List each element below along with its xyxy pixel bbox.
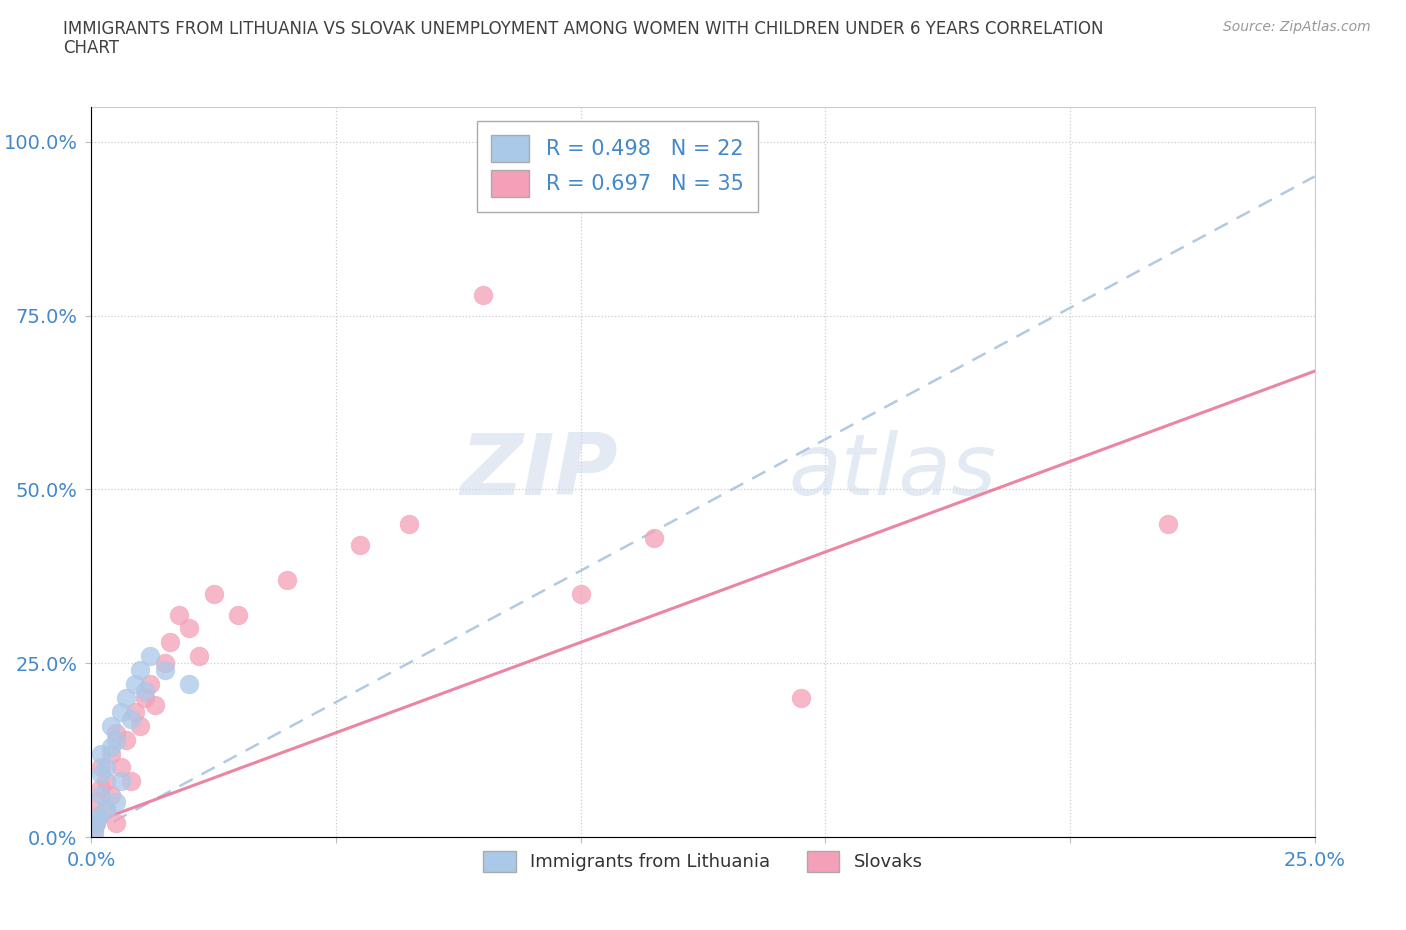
Point [110, 760, 132, 775]
Point [159, 635, 181, 650]
Point [110, 774, 132, 789]
Point [1157, 517, 1180, 532]
Point [139, 649, 162, 664]
Point [349, 538, 371, 552]
Point [87, 809, 110, 824]
Point [134, 684, 156, 698]
Point [398, 517, 420, 532]
Point [100, 746, 122, 761]
Text: atlas: atlas [789, 431, 997, 513]
Point [87, 809, 110, 824]
Point [120, 711, 142, 726]
Point [114, 732, 136, 747]
Point [129, 718, 152, 733]
Point [90, 746, 112, 761]
Point [83, 823, 105, 838]
Point [83, 826, 105, 841]
Text: CHART: CHART [63, 39, 120, 57]
Point [143, 698, 166, 712]
Point [84, 816, 107, 830]
Text: IMMIGRANTS FROM LITHUANIA VS SLOVAK UNEMPLOYMENT AMONG WOMEN WITH CHILDREN UNDER: IMMIGRANTS FROM LITHUANIA VS SLOVAK UNEM… [63, 20, 1104, 38]
Point [90, 767, 112, 782]
Point [139, 677, 162, 692]
Point [94, 774, 117, 789]
Point [179, 621, 201, 636]
Point [120, 774, 142, 789]
Point [90, 760, 112, 775]
Point [471, 287, 494, 302]
Point [84, 795, 107, 810]
Point [100, 718, 122, 733]
Point [134, 690, 156, 705]
Point [104, 732, 127, 747]
Text: Source: ZipAtlas.com: Source: ZipAtlas.com [1223, 20, 1371, 34]
Point [104, 795, 127, 810]
Point [179, 677, 201, 692]
Point [226, 607, 249, 622]
Point [94, 802, 117, 817]
Point [100, 788, 122, 803]
Point [90, 788, 112, 803]
Legend: Immigrants from Lithuania, Slovaks: Immigrants from Lithuania, Slovaks [474, 842, 932, 881]
Point [643, 531, 665, 546]
Text: ZIP: ZIP [460, 431, 617, 513]
Point [94, 760, 117, 775]
Point [129, 663, 152, 678]
Point [124, 704, 146, 719]
Point [569, 586, 592, 601]
Point [790, 690, 813, 705]
Point [110, 704, 132, 719]
Point [84, 816, 107, 830]
Point [100, 739, 122, 754]
Point [114, 690, 136, 705]
Point [104, 816, 127, 830]
Point [124, 677, 146, 692]
Point [169, 607, 191, 622]
Point [188, 649, 211, 664]
Point [90, 781, 112, 796]
Point [202, 586, 225, 601]
Point [153, 663, 176, 678]
Point [94, 802, 117, 817]
Point [104, 725, 127, 740]
Point [276, 572, 298, 587]
Point [153, 656, 176, 671]
